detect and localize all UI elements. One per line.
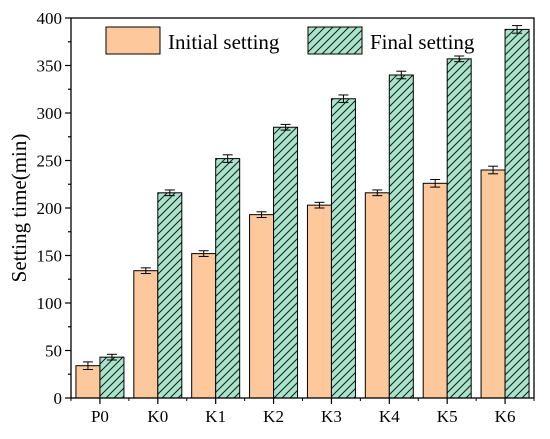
bar-final-k6 [504,28,530,399]
x-tick-label-k5: K5 [437,407,458,426]
y-tick-label: 300 [37,104,63,123]
error-bar-initial-k4 [372,189,383,197]
bar-final-k1 [215,158,241,399]
y-tick-label: 250 [37,152,63,171]
error-bars-group [82,25,523,370]
x-tick-label-k6: K6 [495,407,516,426]
bar-initial-k1 [191,253,217,399]
legend-label-final: Final setting [370,30,475,54]
bar-final-k4 [388,74,414,399]
bar-initial-p0 [75,365,101,399]
x-tick-label-k1: K1 [205,407,226,426]
y-tick-label: 100 [37,294,63,313]
legend: Initial setting Final setting [105,26,475,55]
x-tick-label-p0: P0 [91,407,109,426]
error-bar-initial-k2 [256,211,267,218]
error-bar-final-p0 [106,353,117,361]
error-bar-final-k4 [396,70,407,80]
x-tick-label-k4: K4 [379,407,400,426]
bar-initial-k3 [306,204,332,399]
error-bar-final-k6 [512,25,523,34]
error-bar-initial-k3 [314,201,325,209]
error-bar-final-k2 [280,123,291,131]
bar-initial-k2 [249,214,275,399]
bar-final-k5 [446,58,472,399]
bar-final-k3 [330,98,356,399]
y-tick-label: 350 [37,57,63,76]
y-tick-label: 0 [54,389,63,408]
error-bar-final-k5 [454,55,465,63]
bar-final-p0 [99,356,125,399]
bar-initial-k5 [422,182,448,399]
y-tick-label: 50 [45,342,62,361]
bar-final-k0 [157,192,183,399]
error-bar-final-k0 [164,189,175,197]
x-tick-label-k3: K3 [321,407,342,426]
bar-final-k2 [273,126,299,399]
x-tick-label-k0: K0 [147,407,168,426]
error-bar-initial-k6 [488,165,499,175]
legend-label-initial: Initial setting [168,30,280,54]
error-bar-initial-k0 [140,267,151,275]
bars-group [75,28,530,399]
bar-initial-k6 [480,169,506,399]
error-bar-initial-k1 [198,250,209,257]
y-axis: 0 50 100 150 200 250 300 350 400 [37,9,71,408]
legend-swatch-initial [105,26,161,55]
y-tick-label: 150 [37,247,63,266]
error-bar-final-k1 [222,154,233,163]
error-bar-initial-p0 [82,361,93,370]
y-tick-label: 400 [37,9,63,28]
bar-initial-k0 [133,270,159,399]
x-tick-label-k2: K2 [263,407,284,426]
bar-initial-k4 [364,192,390,399]
error-bar-initial-k5 [430,179,441,188]
y-tick-label: 200 [37,199,63,218]
error-bar-final-k3 [338,94,349,104]
legend-swatch-final [307,26,363,55]
y-axis-title: Setting time(min) [7,134,31,283]
x-axis: P0 K0 K1 K2 K3 K4 K5 K6 [70,398,535,426]
